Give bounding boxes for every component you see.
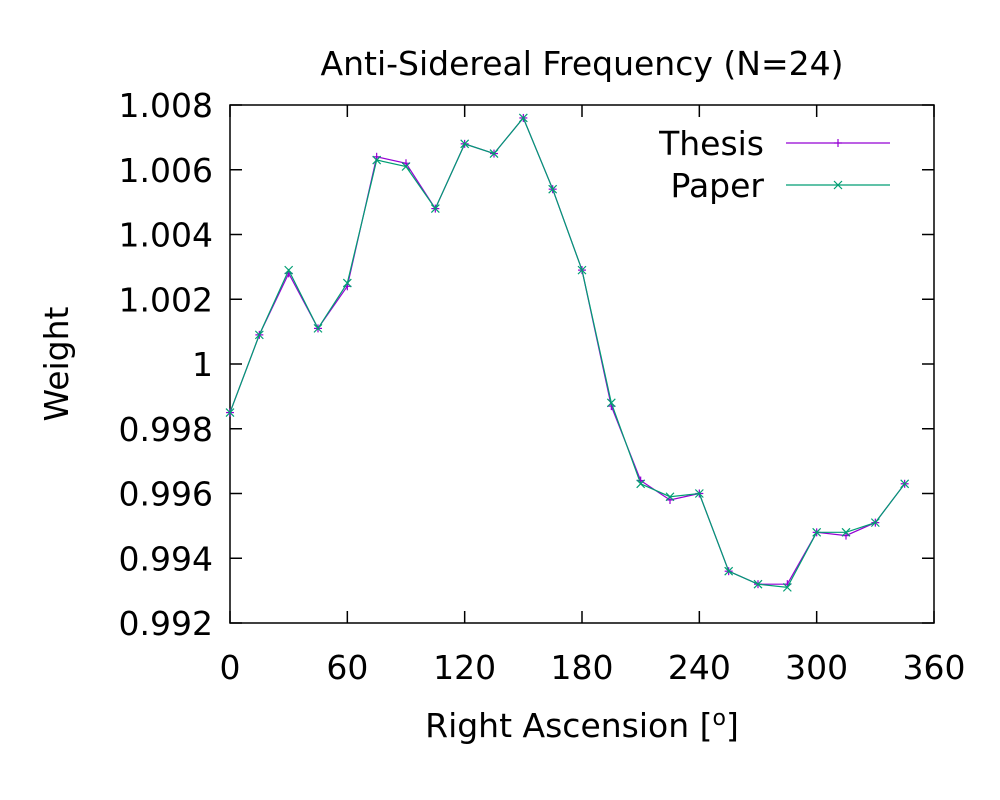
series xyxy=(225,113,910,592)
x-axis-label: Right Ascension [o] xyxy=(425,706,739,745)
data-point-paper xyxy=(694,489,704,498)
y-tick-label: 1 xyxy=(192,345,213,384)
data-point-paper xyxy=(841,527,851,537)
y-tick-label: 1.006 xyxy=(119,151,213,190)
data-point-paper xyxy=(372,155,382,165)
data-point-paper xyxy=(724,566,734,576)
data-point-paper xyxy=(753,579,763,589)
x-tick-label: 180 xyxy=(551,648,614,687)
y-tick-label: 1.002 xyxy=(119,280,213,319)
data-point-paper xyxy=(665,492,675,502)
data-point-paper xyxy=(342,278,352,288)
data-point-paper xyxy=(606,398,616,408)
data-point-paper xyxy=(548,184,558,194)
x-axis-label-close: ] xyxy=(726,706,739,745)
y-tick-label: 1.008 xyxy=(119,86,213,125)
data-point-paper xyxy=(430,204,440,214)
legend-label-thesis: Thesis xyxy=(658,124,764,163)
legend-marker-paper xyxy=(833,180,843,190)
series-line-thesis xyxy=(229,116,906,585)
x-axis-label-text: Right Ascension [ xyxy=(425,706,712,745)
legend-label-paper: Paper xyxy=(671,166,765,205)
plot-frame xyxy=(229,104,935,624)
y-tick-label: 1.004 xyxy=(119,216,213,255)
data-point-paper xyxy=(460,139,470,149)
y-axis-label: Weight xyxy=(37,306,76,421)
legend-marker-thesis xyxy=(834,139,842,147)
data-point-paper xyxy=(782,582,792,592)
data-point-paper xyxy=(518,113,528,123)
ticks: 0 60 120 180 240 300 360 0.992 0.994 0.996 0.998 1 1… xyxy=(119,86,966,687)
data-point-paper xyxy=(636,479,646,489)
data-point-paper xyxy=(313,323,323,333)
data-point-paper xyxy=(401,162,411,171)
data-point-paper xyxy=(870,518,880,528)
y-tick-label: 0.998 xyxy=(119,410,213,449)
data-point-paper xyxy=(577,265,587,275)
data-point-paper xyxy=(225,408,235,417)
data-point-paper xyxy=(254,330,264,340)
y-tick-label: 0.992 xyxy=(119,604,213,643)
x-tick-label: 0 xyxy=(220,648,241,687)
data-point-paper xyxy=(900,479,910,489)
y-tick-label: 0.994 xyxy=(119,539,213,578)
x-tick-label: 360 xyxy=(903,648,966,687)
x-tick-label: 240 xyxy=(668,648,731,687)
series-paper xyxy=(225,113,910,592)
chart-title: Anti-Sidereal Frequency (N=24) xyxy=(321,44,844,83)
axes xyxy=(229,104,935,624)
x-tick-label: 60 xyxy=(326,648,368,687)
x-axis-label-unit: o xyxy=(713,706,726,731)
x-tick-label: 300 xyxy=(785,648,848,687)
data-point-paper xyxy=(489,149,499,158)
data-point-paper xyxy=(284,265,294,275)
data-point-paper xyxy=(812,527,822,537)
y-tick-label: 0.996 xyxy=(119,475,213,514)
x-tick-label: 120 xyxy=(433,648,496,687)
series-line-paper xyxy=(229,116,906,589)
